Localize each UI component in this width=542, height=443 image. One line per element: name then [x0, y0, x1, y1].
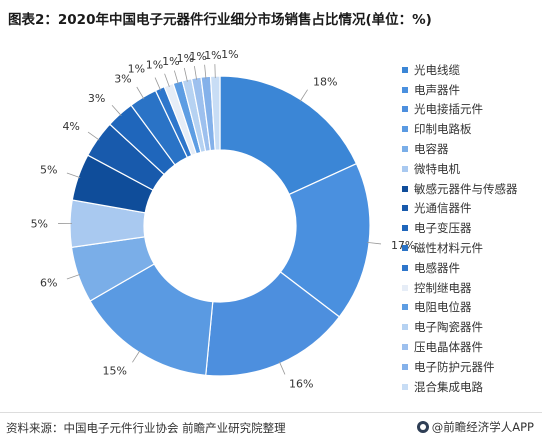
legend-swatch [402, 363, 408, 370]
brand-text: @前瞻经济学人APP [431, 420, 534, 434]
legend-label: 印制电路板 [414, 122, 472, 137]
slice-value-label: 1% [177, 52, 194, 65]
legend-swatch [402, 304, 408, 311]
legend-swatch [402, 324, 408, 331]
slice-value-label: 15% [103, 365, 127, 378]
legend-item: 电感器件 [402, 258, 538, 278]
slice-value-label: 3% [114, 72, 131, 85]
legend-item: 敏感元器件与传感器 [402, 179, 538, 199]
slice-value-label: 16% [289, 378, 313, 391]
legend-item: 光电线缆 [402, 60, 538, 80]
leader-line-2 [367, 242, 382, 245]
legend-item: 混合集成电路 [402, 377, 538, 397]
slice-value-label: 6% [40, 276, 57, 289]
legend-swatch [402, 126, 408, 133]
chart-legend: 光电线缆电声器件光电接插元件 印制电路板电容器微特电机敏感元器件与传感器 光通信器件… [402, 60, 538, 397]
legend-label: 电容器 [414, 142, 449, 157]
leader-line-8 [87, 131, 100, 141]
legend-swatch [402, 66, 408, 73]
legend-label: 电感器件 [414, 260, 460, 275]
slice-value-label: 3% [88, 92, 105, 105]
slice-value-label: 5% [40, 164, 57, 177]
leader-line-4 [132, 350, 141, 363]
brand-credit: @前瞻经济学人APP [416, 419, 534, 435]
legend-item: 光通信器件 [402, 199, 538, 219]
slice-value-label: 1% [162, 55, 179, 68]
legend-label: 电阻电位器 [414, 300, 472, 315]
legend-swatch [402, 185, 408, 192]
legend-label: 控制继电器 [414, 280, 472, 295]
legend-swatch [402, 264, 408, 271]
slice-value-label: 18% [313, 75, 337, 88]
leader-line-9 [111, 105, 122, 116]
donut-chart: 18%17%16%15%6%5%5%4%3%3%1%1%1%1%1%1%1% [0, 30, 542, 412]
legend-item: 电子防护元器件 [402, 357, 538, 377]
legend-item: 光电接插元件 [402, 100, 538, 120]
legend-swatch [402, 146, 408, 153]
leader-line-5 [66, 274, 81, 280]
legend-item: 印制电路板 [402, 119, 538, 139]
legend-swatch [402, 106, 408, 113]
leader-line-7 [66, 172, 81, 178]
slice-value-label: 1% [189, 50, 206, 63]
legend-label: 敏感元器件与传感器 [414, 181, 518, 196]
slice-value-label: 1% [221, 48, 238, 61]
source-note: 资料来源：中国电子元件行业协会 前瞻产业研究院整理 [6, 421, 286, 435]
leader-line-10 [136, 86, 145, 100]
legend-swatch [402, 284, 408, 291]
slice-value-label: 1% [128, 62, 145, 75]
legend-swatch [402, 205, 408, 212]
legend-swatch [402, 225, 408, 232]
leader-line-11 [154, 77, 162, 91]
slice-value-label: 1% [204, 49, 221, 62]
slice-value-label: 5% [31, 217, 48, 230]
leader-line-15 [194, 65, 198, 80]
slice-1 [219, 75, 358, 196]
legend-swatch [402, 383, 408, 390]
slice-value-label: 4% [62, 120, 79, 133]
legend-item: 磁性材料元件 [402, 238, 538, 258]
legend-label: 电子陶瓷器件 [414, 320, 483, 335]
legend-item: 控制继电器 [402, 278, 538, 298]
legend-label: 混合集成电路 [414, 379, 483, 394]
leader-line-16 [204, 64, 207, 79]
legend-item: 电子变压器 [402, 218, 538, 238]
legend-label: 光通信器件 [414, 201, 472, 216]
legend-item: 电阻电位器 [402, 298, 538, 318]
legend-item: 压电晶体器件 [402, 337, 538, 357]
legend-item: 电容器 [402, 139, 538, 159]
legend-swatch [402, 344, 408, 351]
donut-chart-svg: 18%17%16%15%6%5%5%4%3%3%1%1%1%1%1%1%1% [31, 48, 416, 391]
legend-label: 电子变压器 [414, 221, 472, 236]
brand-logo-icon [416, 421, 429, 433]
legend-swatch [402, 245, 408, 252]
legend-label: 压电晶体器件 [414, 340, 483, 355]
legend-label: 光电接插元件 [414, 102, 483, 117]
legend-label: 电声器件 [414, 82, 460, 97]
chart-title: 图表2：2020年中国电子元器件行业细分市场销售占比情况(单位：%) [8, 12, 432, 28]
footer: 资料来源：中国电子元件行业协会 前瞻产业研究院整理 @前瞻经济学人APP [0, 412, 542, 443]
legend-item: 电子陶瓷器件 [402, 317, 538, 337]
leader-line-3 [278, 361, 286, 375]
legend-label: 微特电机 [414, 161, 460, 176]
legend-label: 光电线缆 [414, 62, 460, 77]
legend-label: 磁性材料元件 [414, 241, 483, 256]
slice-value-label: 1% [146, 58, 163, 71]
leader-line-12 [164, 73, 170, 88]
leader-line-1 [299, 89, 308, 102]
legend-item: 微特电机 [402, 159, 538, 179]
legend-item: 电声器件 [402, 80, 538, 100]
leader-line-14 [183, 67, 188, 82]
leader-line-13 [173, 70, 179, 85]
legend-swatch [402, 86, 408, 93]
slice-17 [209, 75, 221, 151]
legend-swatch [402, 165, 408, 172]
legend-label: 电子防护元器件 [414, 359, 495, 374]
